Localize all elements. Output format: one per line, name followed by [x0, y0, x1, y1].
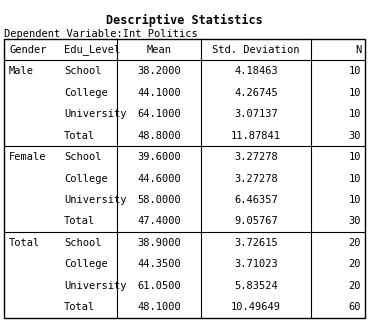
Text: 20: 20 — [348, 259, 361, 269]
Text: 10.49649: 10.49649 — [231, 302, 281, 312]
Text: Total: Total — [64, 216, 95, 226]
Text: 10: 10 — [348, 152, 361, 162]
Text: 3.27278: 3.27278 — [234, 152, 278, 162]
Text: 9.05767: 9.05767 — [234, 216, 278, 226]
Text: 6.46357: 6.46357 — [234, 195, 278, 205]
Text: 10: 10 — [348, 66, 361, 76]
Text: Std. Deviation: Std. Deviation — [212, 45, 300, 55]
Text: 47.4000: 47.4000 — [137, 216, 181, 226]
Text: Total: Total — [64, 131, 95, 141]
Text: 10: 10 — [348, 195, 361, 205]
Text: School: School — [64, 152, 101, 162]
Text: 64.1000: 64.1000 — [137, 109, 181, 119]
Text: 3.72615: 3.72615 — [234, 238, 278, 248]
Text: 39.6000: 39.6000 — [137, 152, 181, 162]
Text: 61.0500: 61.0500 — [137, 281, 181, 291]
Text: Gender: Gender — [9, 45, 46, 55]
Text: 44.1000: 44.1000 — [137, 88, 181, 98]
Text: College: College — [64, 259, 108, 269]
Text: 30: 30 — [348, 216, 361, 226]
Text: 10: 10 — [348, 109, 361, 119]
Text: Dependent Variable:Int_Politics: Dependent Variable:Int_Politics — [4, 28, 198, 39]
Text: Male: Male — [9, 66, 34, 76]
Text: Female: Female — [9, 152, 46, 162]
Text: University: University — [64, 109, 127, 119]
Text: University: University — [64, 281, 127, 291]
Text: 44.6000: 44.6000 — [137, 174, 181, 184]
Text: 3.71023: 3.71023 — [234, 259, 278, 269]
Text: Total: Total — [64, 302, 95, 312]
Text: 38.2000: 38.2000 — [137, 66, 181, 76]
Text: 3.27278: 3.27278 — [234, 174, 278, 184]
Text: 38.9000: 38.9000 — [137, 238, 181, 248]
Text: School: School — [64, 238, 101, 248]
Text: 58.0000: 58.0000 — [137, 195, 181, 205]
Text: University: University — [64, 195, 127, 205]
Text: Mean: Mean — [146, 45, 172, 55]
Text: 4.26745: 4.26745 — [234, 88, 278, 98]
Text: College: College — [64, 88, 108, 98]
Text: School: School — [64, 66, 101, 76]
Text: Edu_Level: Edu_Level — [64, 44, 120, 55]
Text: 30: 30 — [348, 131, 361, 141]
Text: Descriptive Statistics: Descriptive Statistics — [106, 14, 263, 27]
Text: 20: 20 — [348, 281, 361, 291]
Text: 4.18463: 4.18463 — [234, 66, 278, 76]
Text: Total: Total — [9, 238, 40, 248]
Text: 5.83524: 5.83524 — [234, 281, 278, 291]
Text: 44.3500: 44.3500 — [137, 259, 181, 269]
Text: 10: 10 — [348, 88, 361, 98]
Text: 3.07137: 3.07137 — [234, 109, 278, 119]
Text: College: College — [64, 174, 108, 184]
Text: 60: 60 — [348, 302, 361, 312]
Text: 48.1000: 48.1000 — [137, 302, 181, 312]
Text: 11.87841: 11.87841 — [231, 131, 281, 141]
Text: 48.8000: 48.8000 — [137, 131, 181, 141]
Text: 10: 10 — [348, 174, 361, 184]
Text: 20: 20 — [348, 238, 361, 248]
Text: N: N — [355, 45, 361, 55]
Bar — [4, 39, 365, 318]
